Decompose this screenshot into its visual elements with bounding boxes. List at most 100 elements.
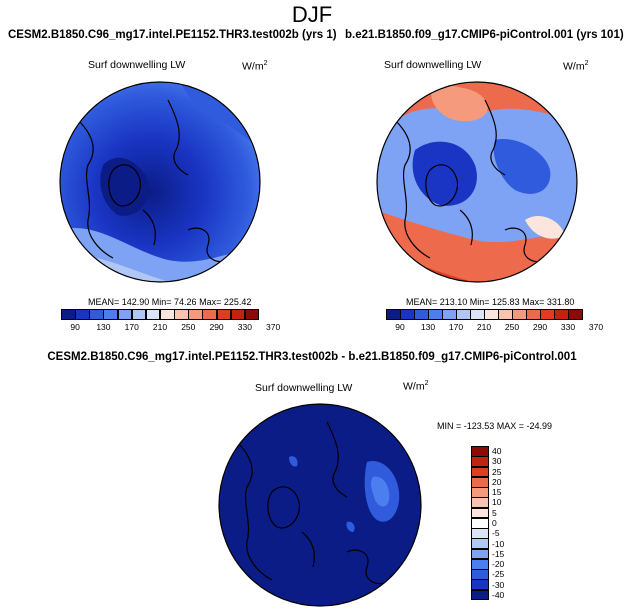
colorbar-label: 90 xyxy=(70,322,80,332)
colorbar-label: 130 xyxy=(420,322,436,332)
diff-colorbar-swatch xyxy=(471,487,489,498)
diff-panel-title: CESM2.B1850.C96_mg17.intel.PE1152.THR3.t… xyxy=(47,351,577,363)
right-colorbar-labels: 90 130 170 210 250 290 330 370 xyxy=(386,321,603,333)
diff-colorbar-swatch xyxy=(471,528,489,539)
colorbar-swatch xyxy=(188,309,203,320)
diff-polar-map xyxy=(218,403,422,607)
colorbar-swatch xyxy=(61,309,76,320)
diff-colorbar-label: -10 xyxy=(492,538,505,549)
left-colorbar-labels: 90 130 170 210 250 290 330 370 xyxy=(61,321,280,333)
left-variable-label: Surf downwelling LW xyxy=(88,59,186,71)
colorbar-swatch xyxy=(103,309,119,320)
colorbar-label: 330 xyxy=(237,322,252,332)
colorbar-swatch xyxy=(428,309,443,320)
diff-colorbar-label: -20 xyxy=(492,559,505,570)
colorbar-label: 370 xyxy=(588,322,604,332)
page-title: DJF xyxy=(291,2,333,27)
diff-map-region-d xyxy=(346,521,355,532)
diff-map-boundary xyxy=(218,403,422,607)
colorbar-swatch xyxy=(568,309,583,320)
colorbar-swatch xyxy=(75,309,90,320)
colorbar-swatch xyxy=(442,309,457,320)
diff-colorbar-labels: 40 30 25 20 15 10 5 0 -5 -10 -15 -20 -25 -30 -40 xyxy=(492,446,522,600)
colorbar-swatch xyxy=(131,309,147,320)
diff-colorbar-label: -15 xyxy=(492,548,505,559)
colorbar-swatch xyxy=(174,309,189,320)
diff-colorbar-label: 30 xyxy=(492,456,502,467)
diff-colorbar-swatch xyxy=(471,558,489,570)
right-map-boundary xyxy=(376,81,578,283)
colorbar-label: 210 xyxy=(476,322,492,332)
diff-colorbar-swatch xyxy=(471,446,489,457)
colorbar-label: 290 xyxy=(209,322,224,332)
colorbar-swatch xyxy=(244,309,260,320)
diff-variable-label: Surf downwelling LW xyxy=(255,382,353,394)
colorbar-swatch xyxy=(160,309,175,320)
left-map-boundary xyxy=(59,81,261,283)
colorbar-swatch xyxy=(484,309,499,320)
colorbar-label: 250 xyxy=(181,322,196,332)
colorbar-label: 250 xyxy=(504,322,520,332)
colorbar-label: 170 xyxy=(124,322,139,332)
colorbar-swatch xyxy=(540,309,555,320)
right-coastlines xyxy=(394,99,546,263)
diff-colorbar-swatch xyxy=(471,476,489,488)
colorbar-swatch xyxy=(456,309,471,320)
colorbar-swatch xyxy=(498,309,513,320)
colorbar-swatch xyxy=(554,309,569,320)
right-units: W/m2 xyxy=(563,60,589,73)
diff-colorbar-swatch xyxy=(471,548,489,560)
colorbar-swatch xyxy=(216,309,232,320)
diff-colorbar-label: 5 xyxy=(492,507,497,518)
colorbar-label: 330 xyxy=(560,322,576,332)
colorbar-label: 210 xyxy=(152,322,168,332)
left-stats: MEAN= 142.90 Min= 74.26 Max= 225.42 xyxy=(88,297,252,307)
diff-stats: MIN = -123.53 MAX = -24.99 xyxy=(437,421,553,431)
diff-colorbar xyxy=(471,446,489,601)
diff-colorbar-label: 40 xyxy=(492,446,502,457)
right-map-warm-patch xyxy=(431,82,488,122)
diff-colorbar-label: 25 xyxy=(492,466,502,477)
diff-coastlines xyxy=(236,421,388,585)
colorbar-label: 170 xyxy=(448,322,464,332)
colorbar-swatch xyxy=(400,309,415,320)
right-colorbar xyxy=(386,309,583,320)
diff-colorbar-label: -30 xyxy=(492,579,505,590)
diff-colorbar-swatch xyxy=(471,517,489,529)
diff-colorbar-swatch xyxy=(471,538,489,550)
diff-colorbar-label: -5 xyxy=(492,528,500,539)
colorbar-label: 90 xyxy=(395,322,405,332)
diff-map-region-c xyxy=(289,456,298,467)
colorbar-label: 370 xyxy=(266,322,281,332)
colorbar-swatch xyxy=(230,309,246,320)
left-polar-map xyxy=(59,81,261,283)
colorbar-label: 290 xyxy=(532,322,548,332)
diff-colorbar-label: 20 xyxy=(492,476,502,487)
colorbar-swatch xyxy=(512,309,527,320)
colorbar-label: 130 xyxy=(96,322,111,332)
left-panel-title: CESM2.B1850.C96_mg17.intel.PE1152.THR3.t… xyxy=(8,29,337,41)
left-map-field xyxy=(60,82,260,282)
colorbar-swatch xyxy=(145,309,161,320)
diff-colorbar-swatch xyxy=(471,466,489,478)
right-variable-label: Surf downwelling LW xyxy=(384,59,482,71)
right-map-cool-region xyxy=(493,139,551,194)
diff-colorbar-swatch xyxy=(471,569,489,580)
diff-colorbar-swatch xyxy=(471,497,489,509)
left-units: W/m2 xyxy=(242,60,268,73)
colorbar-swatch xyxy=(202,309,218,320)
diff-colorbar-label: -25 xyxy=(492,569,505,580)
diff-colorbar-label: 0 xyxy=(492,518,497,528)
left-coastlines xyxy=(77,99,229,263)
right-panel-title: b.e21.B1850.f09_g17.CMIP6-piControl.001 … xyxy=(345,29,624,41)
right-polar-map xyxy=(376,81,578,283)
diff-colorbar-swatch xyxy=(471,456,489,468)
diff-colorbar-label: 10 xyxy=(492,497,502,508)
diff-colorbar-swatch xyxy=(471,507,489,519)
colorbar-swatch xyxy=(117,309,133,320)
diff-colorbar-label: 15 xyxy=(492,487,502,498)
diff-map-region-b xyxy=(371,476,390,507)
left-colorbar xyxy=(61,309,260,320)
colorbar-swatch xyxy=(470,309,485,320)
colorbar-swatch xyxy=(414,309,429,320)
